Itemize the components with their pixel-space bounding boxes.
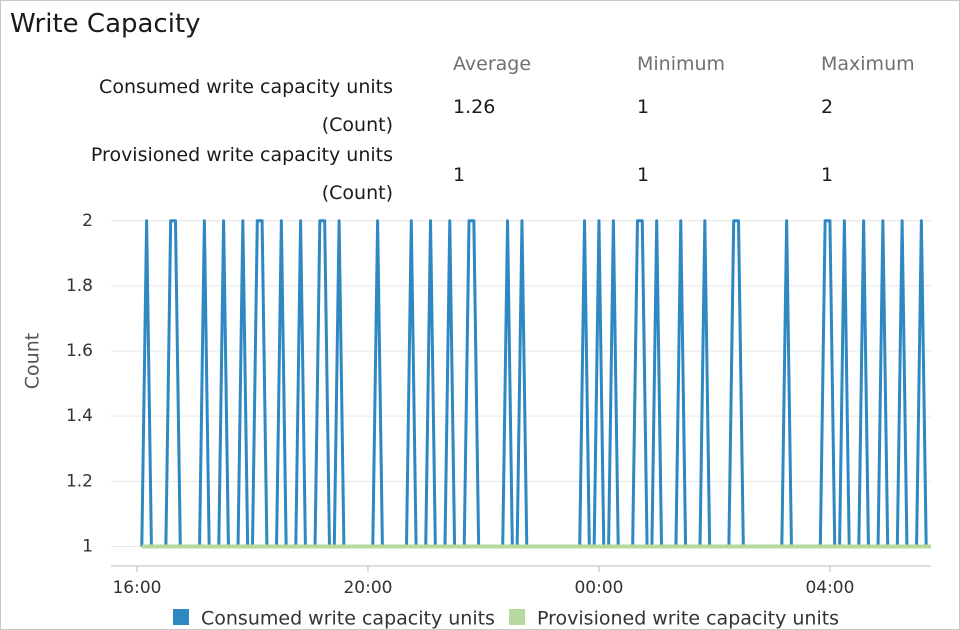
y-tick-label: 1.2 <box>66 471 93 491</box>
stat-value: 1 <box>821 164 834 186</box>
stat-value: 1 <box>637 96 650 118</box>
x-tick-label: 04:00 <box>805 578 854 598</box>
stat-value: 2 <box>821 96 834 118</box>
x-tick-label: 16:00 <box>112 578 161 598</box>
x-tick-label: 00:00 <box>574 578 623 598</box>
y-tick-label: 2 <box>82 211 93 231</box>
stat-value: 1 <box>637 164 650 186</box>
y-tick-label: 1.4 <box>66 406 93 426</box>
y-axis-label: Count <box>22 333 44 389</box>
column-header: Average <box>453 53 532 75</box>
x-tick-label: 20:00 <box>343 578 392 598</box>
stat-value: 1.26 <box>453 96 496 118</box>
legend-label: Provisioned write capacity units <box>537 608 839 630</box>
series-line <box>140 219 931 548</box>
column-header: Minimum <box>637 53 726 75</box>
legend-label: Consumed write capacity units <box>201 608 495 630</box>
widget-title: Write Capacity <box>10 9 201 39</box>
row-label: Provisioned write capacity units (Count) <box>90 144 393 204</box>
y-tick-label: 1.6 <box>66 341 93 361</box>
column-header: Maximum <box>821 53 915 75</box>
row-label: Consumed write capacity units (Count) <box>99 76 393 136</box>
stat-value: 1 <box>453 164 466 186</box>
legend-swatch <box>509 609 525 625</box>
legend-swatch <box>173 609 189 625</box>
y-tick-label: 1.8 <box>66 276 93 296</box>
y-tick-label: 1 <box>82 536 93 556</box>
